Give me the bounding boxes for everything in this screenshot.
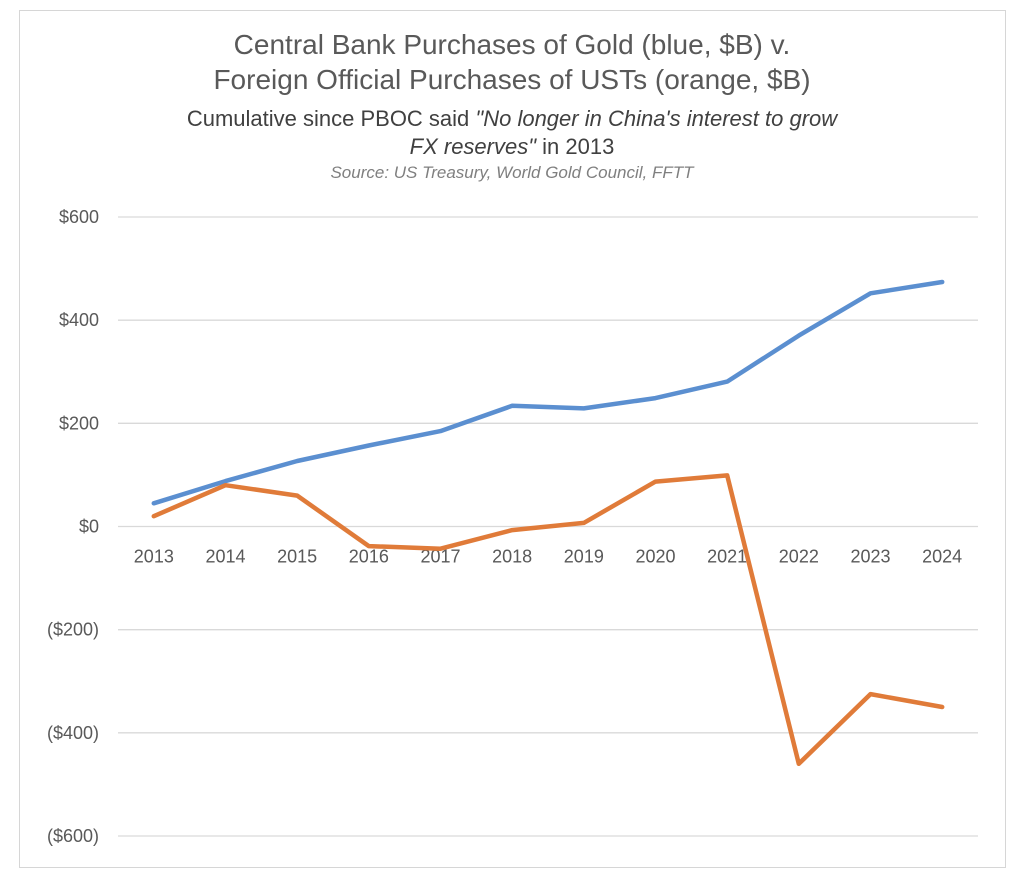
chart-subtitle-line-1: Cumulative since PBOC said "No longer in… — [0, 106, 1024, 132]
gridlines — [118, 216, 978, 837]
x-tick-label: 2013 — [134, 547, 174, 567]
subtitle-prefix: Cumulative since PBOC said — [186, 106, 476, 131]
series-line-orange — [151, 473, 945, 767]
x-tick-label: 2014 — [205, 547, 245, 567]
subtitle-quote-end: FX reserves" — [409, 134, 537, 159]
y-axis-ticks: $600 $400 $200 $0 ($200) ($400) ($600) — [47, 207, 99, 846]
y-tick-label: $0 — [79, 517, 99, 537]
x-axis-ticks: 2013 2014 2015 2016 2017 2018 2019 2020 2021 2022… — [134, 547, 962, 567]
y-tick-label: ($400) — [47, 723, 99, 743]
series-lines — [151, 279, 945, 767]
x-tick-label: 2019 — [564, 547, 604, 567]
chart-subtitle-line-2: FX reserves" in 2013 — [0, 134, 1024, 160]
chart-source: Source: US Treasury, World Gold Council,… — [330, 163, 694, 182]
x-tick-label: 2022 — [779, 547, 819, 567]
y-tick-label: ($200) — [47, 620, 99, 640]
x-tick-label: 2017 — [420, 547, 460, 567]
x-tick-label: 2020 — [635, 547, 675, 567]
chart-title-line-1: Central Bank Purchases of Gold (blue, $B… — [233, 29, 791, 60]
y-tick-label: $200 — [59, 413, 99, 433]
subtitle-quote: "No longer in China's interest to grow — [475, 106, 838, 131]
x-tick-label: 2021 — [707, 547, 747, 567]
x-tick-label: 2015 — [277, 547, 317, 567]
x-tick-label: 2018 — [492, 547, 532, 567]
x-tick-label: 2024 — [922, 547, 962, 567]
y-tick-label: $600 — [59, 207, 99, 227]
y-tick-label: ($600) — [47, 826, 99, 846]
x-tick-label: 2023 — [850, 547, 890, 567]
x-tick-label: 2016 — [349, 547, 389, 567]
chart-title-line-2: Foreign Official Purchases of USTs (oran… — [213, 64, 811, 95]
subtitle-suffix: in 2013 — [536, 134, 615, 159]
y-tick-label: $400 — [59, 310, 99, 330]
series-line-blue — [151, 279, 945, 506]
